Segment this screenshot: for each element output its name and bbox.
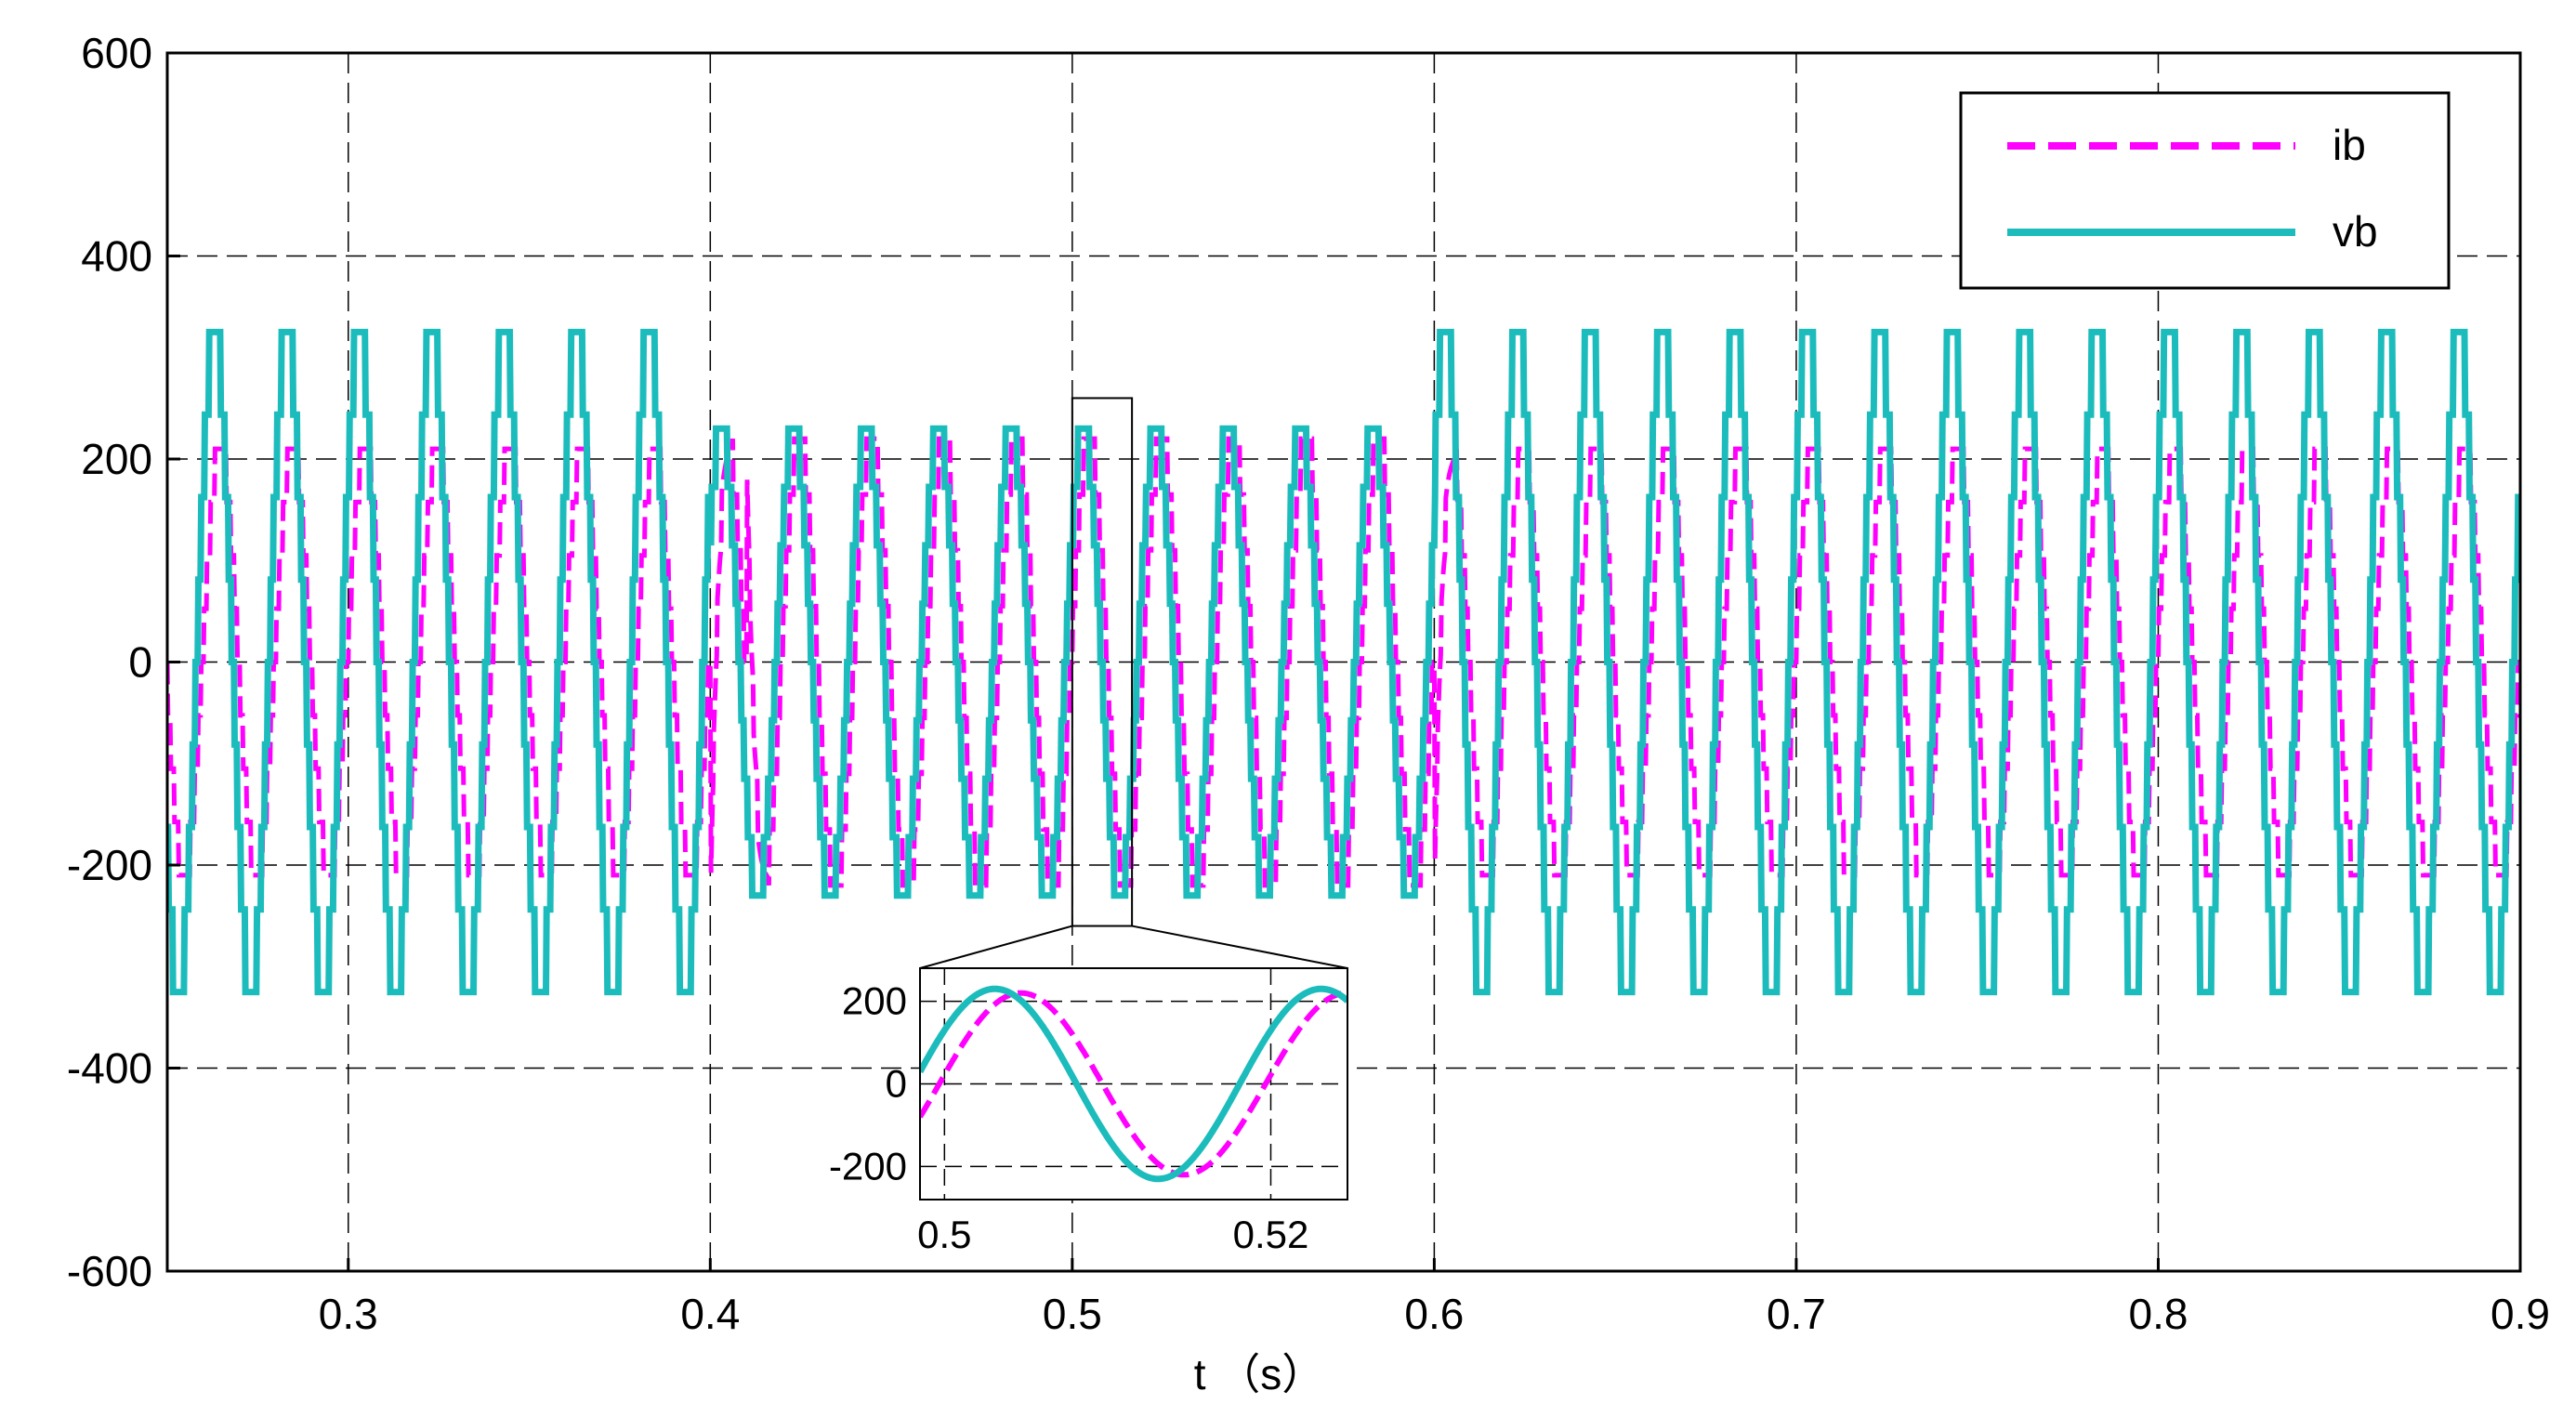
inset-y-tick-label: 0 bbox=[886, 1062, 907, 1106]
y-tick-label: -600 bbox=[67, 1247, 152, 1295]
y-tick-label: 0 bbox=[128, 638, 152, 687]
y-tick-label: 400 bbox=[81, 232, 152, 281]
x-tick-label: 0.7 bbox=[1767, 1290, 1826, 1338]
inset-y-tick-label: 200 bbox=[842, 979, 907, 1023]
legend-box bbox=[1959, 91, 2451, 290]
y-tick-label: 200 bbox=[81, 435, 152, 483]
x-tick-label: 0.3 bbox=[319, 1290, 378, 1338]
x-tick-label: 0.8 bbox=[2128, 1290, 2188, 1338]
inset-series-ib-line bbox=[920, 990, 1347, 1178]
series-ib-line bbox=[167, 436, 2520, 888]
x-tick-label: 0.5 bbox=[1043, 1290, 1102, 1338]
x-axis-label: t （s） bbox=[1194, 1350, 1325, 1398]
y-tick-label: -400 bbox=[67, 1044, 152, 1093]
legend: ib vb bbox=[1959, 91, 2451, 290]
x-tick-label: 0.4 bbox=[680, 1290, 740, 1338]
legend-label-vb: vb bbox=[2333, 207, 2378, 256]
main-series bbox=[167, 328, 2520, 996]
inset-y-tick-labels: 200 0 -200 bbox=[829, 979, 907, 1188]
y-tick-label: -200 bbox=[67, 841, 152, 889]
inset-chart: 0.5 0.52 200 0 -200 bbox=[829, 967, 1348, 1256]
inset-series-vb-line bbox=[920, 985, 1347, 1183]
y-tick-labels: 600 400 200 0 -200 -400 -600 bbox=[67, 29, 152, 1295]
zoom-connector-right bbox=[1131, 925, 1348, 969]
zoom-region-box bbox=[1071, 397, 1134, 927]
series-vb-line bbox=[167, 328, 2520, 996]
inset-series bbox=[920, 985, 1347, 1183]
inset-x-tick-labels: 0.5 0.52 bbox=[917, 1213, 1308, 1256]
inset-y-tick-label: -200 bbox=[829, 1144, 907, 1187]
legend-label-ib: ib bbox=[2333, 121, 2366, 169]
y-tick-label: 600 bbox=[81, 29, 152, 77]
main-ticks bbox=[167, 51, 2522, 1273]
inset-x-tick-label: 0.5 bbox=[917, 1213, 971, 1256]
x-tick-label: 0.6 bbox=[1404, 1290, 1464, 1338]
inset-x-tick-label: 0.52 bbox=[1233, 1213, 1309, 1256]
x-tick-label: 0.9 bbox=[2491, 1290, 2550, 1338]
inset-frame bbox=[919, 967, 1348, 1201]
zoom-connector-left bbox=[919, 925, 1073, 969]
x-tick-labels: 0.3 0.4 0.5 0.6 0.7 0.8 0.9 bbox=[319, 1290, 2550, 1338]
